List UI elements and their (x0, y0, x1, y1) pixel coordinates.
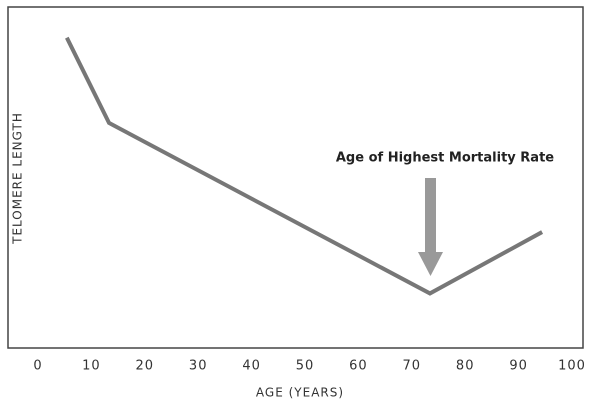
x-tick-label: 40 (242, 359, 261, 374)
x-tick-label: 80 (456, 359, 475, 374)
x-tick-label: 10 (82, 359, 101, 374)
annotation-arrow (418, 178, 443, 276)
x-tick-label: 0 (33, 359, 42, 374)
x-tick-label: 60 (349, 359, 368, 374)
line (65, 36, 544, 296)
x-tick-label: 100 (558, 359, 586, 374)
plot-frame (7, 6, 584, 349)
x-tick-label: 20 (136, 359, 155, 374)
annotation: Age of Highest Mortality Rate (336, 151, 554, 166)
x-tick-label: 90 (509, 359, 528, 374)
y-axis-title: TELOMERE LENGTH (11, 112, 25, 245)
x-tick-label: 70 (403, 359, 422, 374)
x-axis-title: AGE (YEARS) (256, 386, 344, 400)
x-tick-label: 50 (296, 359, 315, 374)
x-tick-label: 30 (189, 359, 208, 374)
